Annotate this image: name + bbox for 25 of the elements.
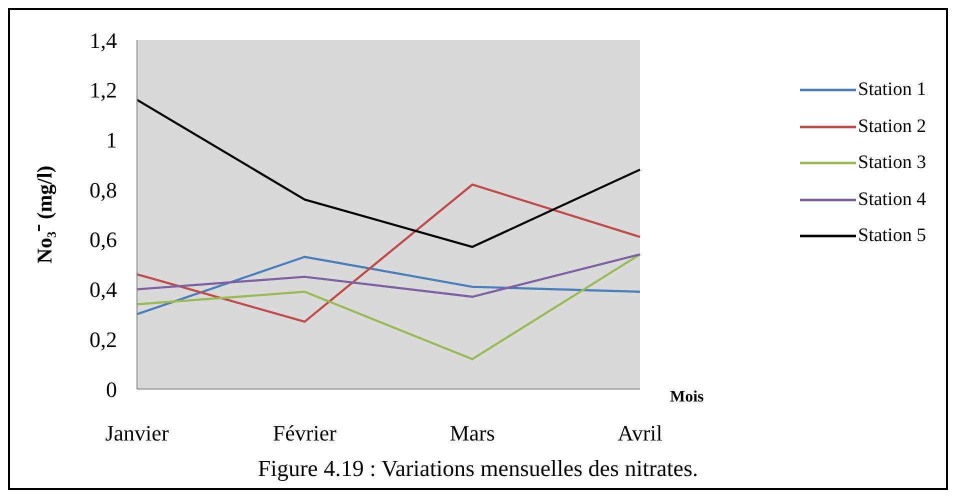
y-tick-label: 0,6 xyxy=(90,227,117,252)
x-tick-label: Mars xyxy=(450,420,495,446)
x-tick-label: Janvier xyxy=(105,420,170,446)
y-tick-label: 1 xyxy=(106,128,117,153)
line-series xyxy=(136,183,642,323)
y-tick-label: 0,4 xyxy=(90,277,117,302)
line-series xyxy=(136,253,642,360)
y-tick-label: 0,8 xyxy=(90,177,117,202)
x-tick-label: Février xyxy=(272,420,338,446)
line-series xyxy=(136,253,642,298)
y-tick-label: 0 xyxy=(106,376,117,402)
legend-label: Station 2 xyxy=(858,116,926,138)
y-axis-title: No₃⁻ (mg/l) xyxy=(32,166,56,264)
x-axis-title: Mois xyxy=(670,388,704,406)
legend-label: Station 5 xyxy=(858,225,926,248)
y-tick-label: 0,2 xyxy=(90,326,117,352)
y-tick-label: 1,4 xyxy=(90,28,117,53)
text: Figure 4.19 : Variations mensuelles des nitrates. xyxy=(256,456,700,482)
legend-label: Station 1 xyxy=(858,79,926,102)
legend-label: Station 3 xyxy=(858,152,926,174)
line-series xyxy=(136,256,642,316)
y-tick-label: 1,2 xyxy=(90,78,117,103)
x-tick-label: Avril xyxy=(618,420,662,446)
line-series xyxy=(136,98,642,248)
legend-label: Station 4 xyxy=(858,188,926,211)
